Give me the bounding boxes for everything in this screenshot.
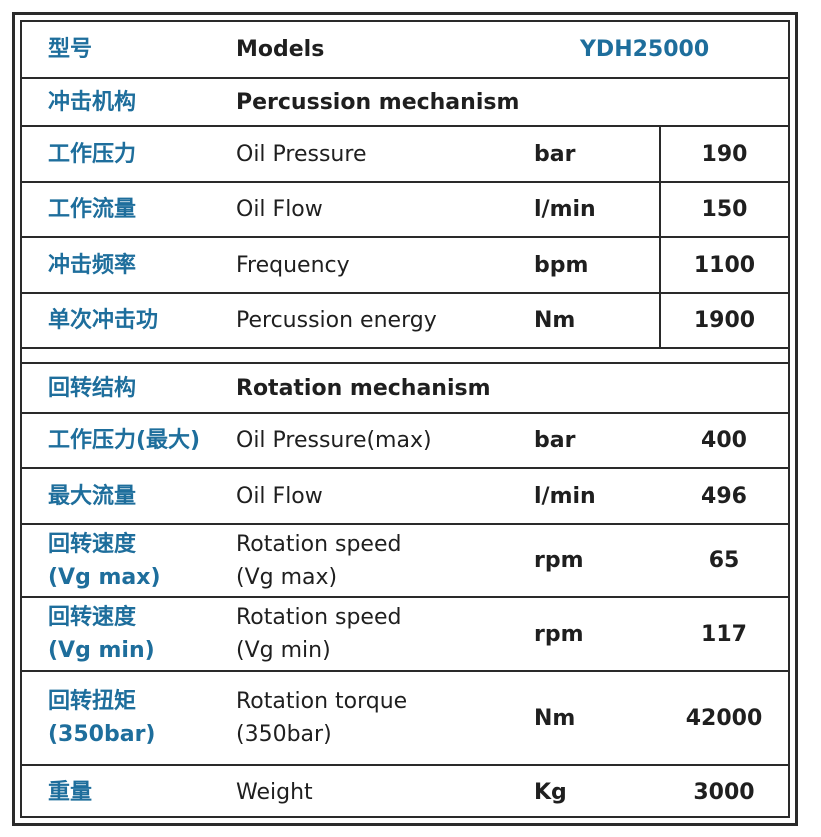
param-value: 1100 [659, 237, 788, 294]
param-en: Oil Flow [232, 182, 528, 238]
param-en: Oil Flow [232, 468, 528, 525]
param-en: Frequency [232, 237, 528, 294]
param-zh: 工作流量 [22, 182, 232, 238]
param-zh: 回转扭矩 (350bar) [22, 671, 232, 766]
table-row: 回转速度 (Vg min) Rotation speed (Vg min) rp… [22, 597, 788, 672]
table-row: 单次冲击功 Percussion energy Nm 1900 [22, 293, 788, 349]
param-en: Rotation torque (350bar) [232, 671, 528, 766]
weight-unit: Kg [534, 779, 567, 805]
param-value: 190 [659, 126, 788, 183]
table-row: 工作流量 Oil Flow l/min 150 [22, 182, 788, 238]
param-en: Oil Pressure(max) [232, 413, 528, 469]
param-zh-line2: (Vg min) [48, 638, 155, 663]
inner-frame [20, 20, 790, 818]
param-value: 150 [659, 182, 788, 238]
param-unit: l/min [528, 182, 660, 238]
weight-en: Weight [236, 779, 313, 805]
spec-table: 型号 Models YDH25000 冲击机构 Percussion mecha… [22, 22, 788, 818]
param-zh: 单次冲击功 [22, 293, 232, 349]
param-zh: 回转速度 (Vg min) [22, 597, 232, 672]
param-en-line1: Rotation speed [236, 531, 402, 557]
param-unit: rpm [528, 597, 660, 672]
models-label-en: Models [232, 22, 528, 79]
param-en: Oil Pressure [232, 126, 528, 183]
divider-cell [22, 348, 788, 364]
param-zh-line1: 回转速度 [48, 605, 137, 630]
param-zh-line2: (350bar) [48, 722, 156, 747]
table-row: 工作压力(最大) Oil Pressure(max) bar 400 [22, 413, 788, 469]
param-en-line2: (Vg min) [236, 638, 331, 663]
table-row: 最大流量 Oil Flow l/min 496 [22, 468, 788, 525]
table-row: 工作压力 Oil Pressure bar 190 [22, 126, 788, 183]
models-row: 型号 Models YDH25000 [22, 22, 788, 79]
param-en-line2: (Vg max) [236, 564, 338, 590]
param-en: Rotation speed (Vg max) [232, 524, 528, 598]
param-zh: 最大流量 [22, 468, 232, 525]
param-unit: l/min [528, 468, 660, 525]
param-value: 1900 [659, 293, 788, 349]
param-en: Rotation speed (Vg min) [232, 597, 528, 672]
param-value: 65 [660, 524, 788, 598]
percussion-title-row: 冲击机构 Percussion mechanism [22, 78, 788, 127]
section-divider [22, 348, 788, 364]
param-zh-line1: 回转扭矩 [48, 689, 137, 714]
param-unit: Nm [528, 293, 660, 349]
model-number: YDH25000 [528, 22, 788, 79]
param-unit: rpm [528, 524, 660, 598]
table-row: 回转扭矩 (350bar) Rotation torque (350bar) N… [22, 671, 788, 766]
param-unit: bpm [528, 237, 660, 294]
rotation-title-en: Rotation mechanism [232, 363, 788, 414]
param-unit: bar [528, 126, 660, 183]
param-value: 400 [660, 413, 788, 469]
rotation-title-zh: 回转结构 [22, 363, 232, 414]
param-unit: bar [528, 413, 660, 469]
param-unit: Nm [528, 671, 660, 766]
param-value: 117 [660, 597, 788, 672]
param-zh: 冲击频率 [22, 237, 232, 294]
param-en-line1: Rotation torque [236, 689, 408, 714]
param-en: Percussion energy [232, 293, 528, 349]
param-zh-line1: 回转速度 [48, 531, 137, 557]
param-value: 42000 [660, 671, 788, 766]
outer-frame [12, 12, 798, 826]
param-zh: 回转速度 (Vg max) [22, 524, 232, 598]
percussion-title-en: Percussion mechanism [232, 78, 788, 127]
param-en-line2: (350bar) [236, 722, 332, 747]
rotation-title-row: 回转结构 Rotation mechanism [22, 363, 788, 414]
table-row: 回转速度 (Vg max) Rotation speed (Vg max) rp… [22, 524, 788, 598]
param-en-line1: Rotation speed [236, 605, 402, 630]
param-value: 496 [660, 468, 788, 525]
weight-zh: 重量 [48, 779, 93, 805]
weight-value: 3000 [693, 779, 755, 805]
param-zh: 工作压力(最大) [22, 413, 232, 469]
table-row: 冲击频率 Frequency bpm 1100 [22, 237, 788, 294]
percussion-title-zh: 冲击机构 [22, 78, 232, 127]
param-zh-line2: (Vg max) [48, 564, 161, 590]
param-zh: 工作压力 [22, 126, 232, 183]
models-label-zh: 型号 [22, 22, 232, 79]
weight-row: 重量 Weight Kg 3000 [22, 765, 788, 818]
